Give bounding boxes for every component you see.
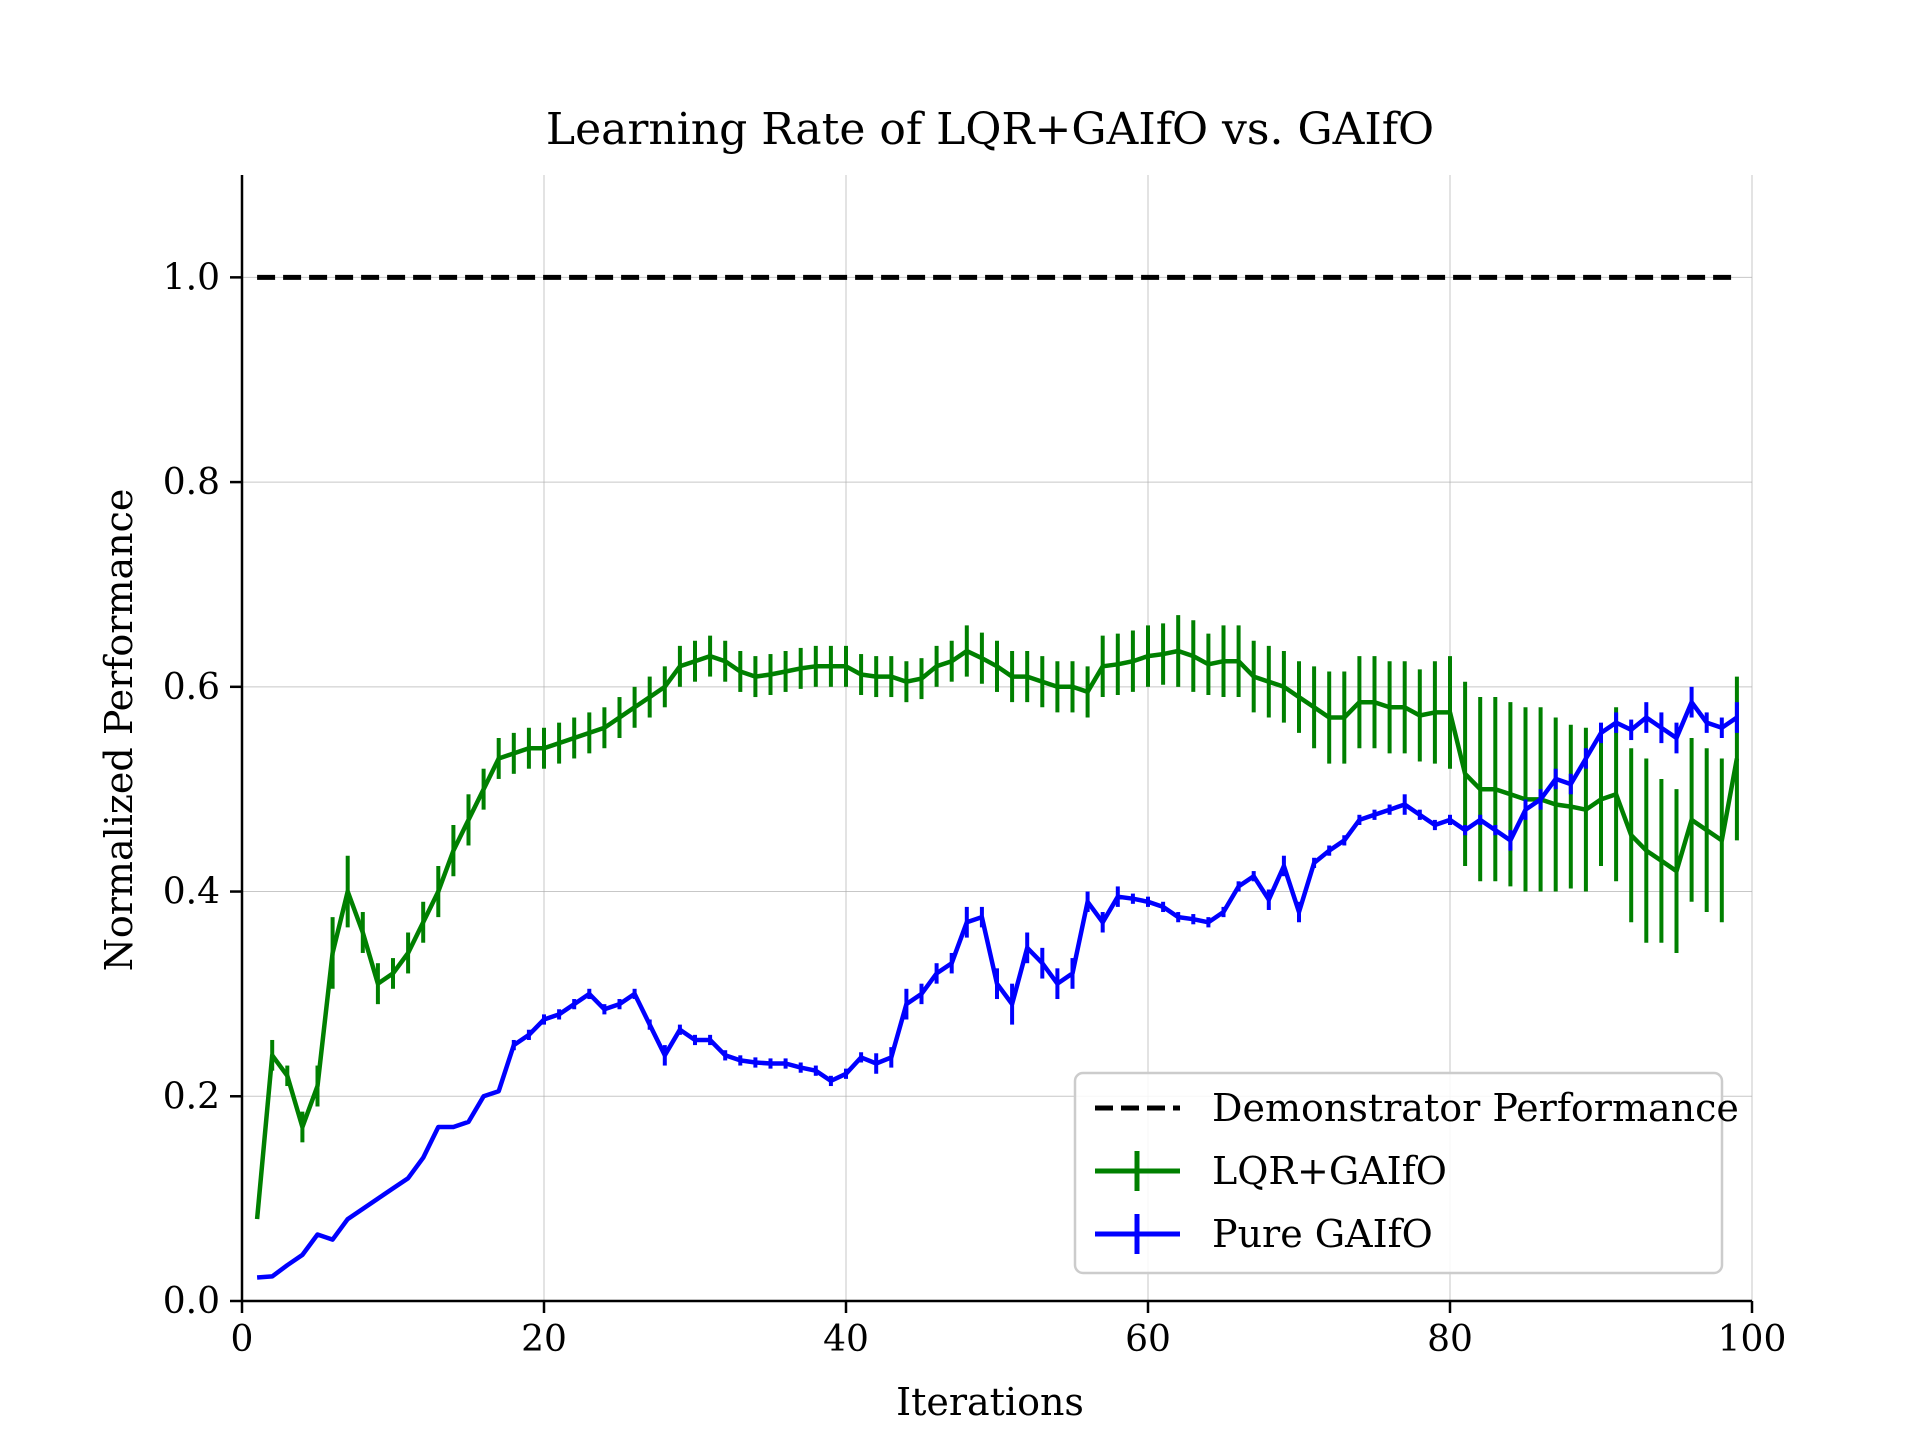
tick-labels: 0 20 40 60 80 100 0.0 0.2 0.4 0.6 0.8 1.0 [163,257,1787,1360]
legend-label-demonstrator: Demonstrator Performance [1212,1086,1739,1130]
y-tick-label: 0.0 [163,1281,220,1322]
series-line-1 [256,699,1739,1280]
legend-label-pure-gaifo: Pure GAIfO [1212,1212,1433,1256]
x-tick-label: 20 [521,1319,567,1360]
legend: Demonstrator Performance LQR+GAIfO Pure … [1073,1071,1739,1275]
y-tick-label: 0.6 [163,667,220,708]
x-tick-label: 80 [1427,1319,1473,1360]
y-tick-label: 1.0 [163,257,220,298]
chart-title: Learning Rate of LQR+GAIfO vs. GAIfO [546,104,1434,155]
series-0 [254,615,1740,1220]
series-line-0 [254,648,1740,1220]
y-axis-label: Normalized Performance [97,489,141,972]
x-tick-label: 40 [823,1319,869,1360]
series-layer [254,615,1740,1280]
y-tick-label: 0.2 [163,1076,220,1117]
legend-box [1073,1071,1724,1275]
y-tick-label: 0.4 [163,872,220,913]
x-tick-label: 100 [1718,1319,1787,1360]
x-tick-label: 0 [231,1319,254,1360]
x-axis-label: Iterations [896,1380,1084,1424]
axes [240,175,1752,1303]
y-tick-label: 0.8 [163,462,220,503]
series-1 [256,686,1739,1280]
x-tick-label: 60 [1125,1319,1171,1360]
legend-label-lqr-gaifo: LQR+GAIfO [1212,1149,1447,1193]
